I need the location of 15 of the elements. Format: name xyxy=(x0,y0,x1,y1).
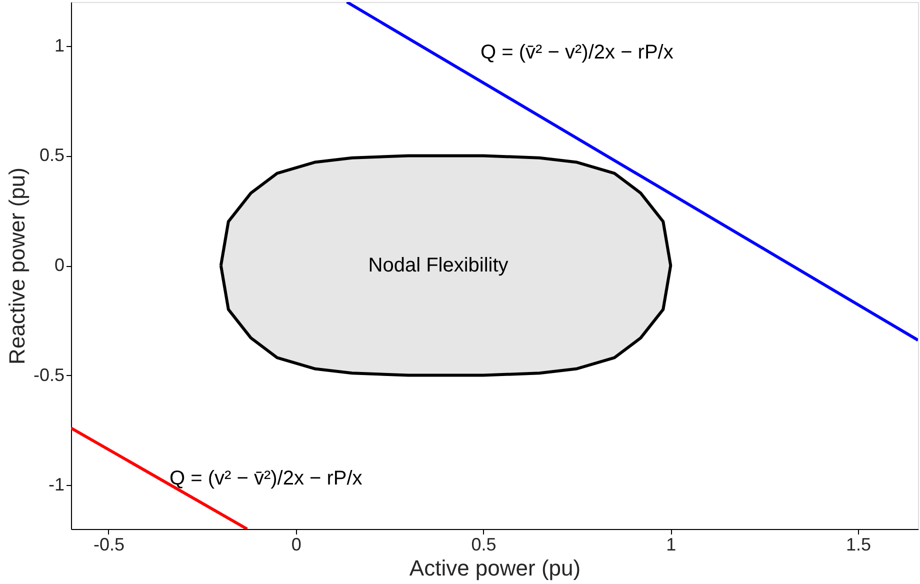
annotation: Q = (v² − v̄²)/2x − rP/x xyxy=(169,467,362,490)
y-axis-title: Reactive power (pu) xyxy=(4,168,30,364)
y-tick-label: -0.5 xyxy=(33,364,64,385)
x-tick-label: 0 xyxy=(291,534,302,554)
y-tick-label: -1 xyxy=(48,474,64,495)
x-tick-label: 0.5 xyxy=(471,534,496,554)
x-axis-title: Active power (pu) xyxy=(409,556,581,580)
y-tick-label: 0 xyxy=(54,255,64,275)
y-tick-label: 1 xyxy=(54,35,64,56)
annotation: Nodal Flexibility xyxy=(368,254,508,276)
x-tick-label: 1.5 xyxy=(846,534,872,554)
annotation: Q = (v̄² − v²)/2x − rP/x xyxy=(480,42,674,64)
y-tick-label: 0.5 xyxy=(39,145,64,166)
x-tick-label: 1 xyxy=(666,534,676,554)
x-tick-label: -0.5 xyxy=(93,534,124,554)
